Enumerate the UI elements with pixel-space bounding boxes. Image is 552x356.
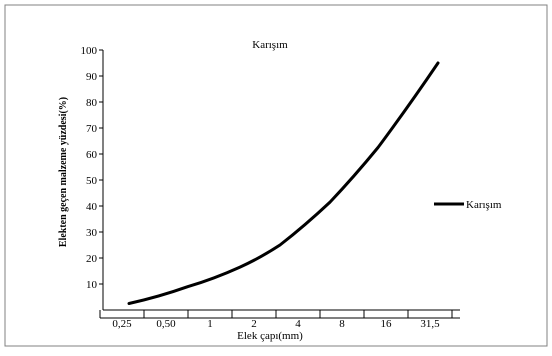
x-tick-label: 2 (251, 318, 257, 330)
chart-frame (4, 4, 548, 347)
y-tick-label: 70 (86, 123, 98, 135)
legend-label: Karışım (466, 199, 502, 211)
chart-title: Karışım (252, 39, 288, 51)
x-tick-label: 1 (207, 318, 213, 330)
x-tick-label: 8 (339, 318, 345, 330)
x-ticks: 0,25 0,50 1 2 4 8 16 31,5 (99, 310, 453, 330)
x-tick-label: 0,25 (112, 318, 132, 330)
legend: Karışım (434, 199, 502, 211)
x-tick-label: 16 (381, 318, 393, 330)
y-tick-label: 80 (86, 97, 98, 109)
y-tick-label: 60 (86, 149, 98, 161)
x-axis-label: Elek çapı(mm) (237, 330, 303, 342)
y-tick-label: 20 (86, 253, 98, 265)
series-line-karisim (127, 61, 440, 305)
y-axis-label: Elekten geçen malzeme yüzdesi(%) (58, 97, 69, 247)
y-tick-label: 10 (86, 279, 98, 291)
x-tick-label: 0,50 (156, 318, 176, 330)
series-layer (127, 61, 440, 305)
x-tick-label: 4 (295, 318, 301, 330)
y-tick-label: 100 (81, 45, 98, 57)
y-tick-label: 50 (86, 175, 98, 187)
x-tick-label: 31,5 (420, 318, 440, 330)
y-tick-label: 90 (86, 71, 98, 83)
y-ticks: 10 20 30 40 50 60 70 80 90 100 (81, 45, 103, 291)
y-tick-label: 40 (86, 201, 98, 213)
y-tick-label: 30 (86, 227, 98, 239)
